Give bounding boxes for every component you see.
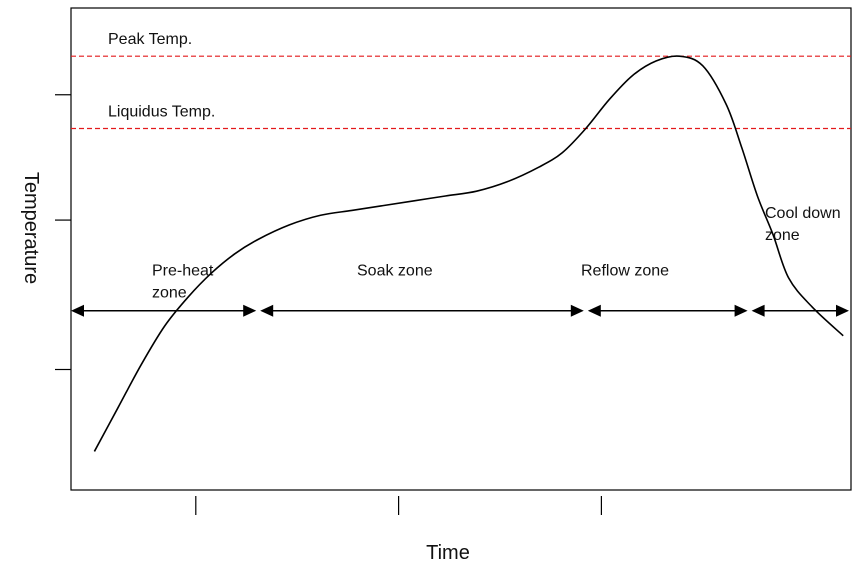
zone-arrowhead-left-4: [751, 304, 765, 317]
reference-lines: Peak Temp. Liquidus Temp.: [71, 31, 851, 130]
x-axis-title: Time: [426, 542, 470, 564]
zone-arrowhead-left-2: [260, 304, 274, 317]
zone-arrowhead-left-1: [71, 304, 84, 317]
zone-arrows: Pre-heat zone Soak zone Reflow zone Cool dow…: [71, 205, 849, 317]
reference-line-label-1: Peak Temp.: [108, 31, 192, 48]
reference-line-label-2: Liquidus Temp.: [108, 104, 215, 121]
y-axis-title: Temperature: [20, 172, 42, 284]
zone-label-3: Reflow zone: [581, 263, 669, 280]
y-axis-ticks: [55, 94, 71, 371]
zone-label-1: Pre-heat zone: [152, 263, 214, 302]
x-axis-ticks: [195, 496, 603, 515]
zone-label-4: Cool down zone: [765, 205, 841, 244]
zone-arrowhead-right-1: [243, 304, 257, 317]
series-group: [93, 55, 844, 452]
zone-arrowhead-right-3: [734, 304, 748, 317]
zone-label-2: Soak zone: [357, 263, 433, 280]
zone-arrowhead-right-4: [836, 304, 849, 317]
temperature-profile-line: [93, 55, 844, 452]
zone-arrowhead-right-2: [570, 304, 584, 317]
plot-frame: [70, 7, 852, 491]
zone-arrowhead-left-3: [587, 304, 601, 317]
